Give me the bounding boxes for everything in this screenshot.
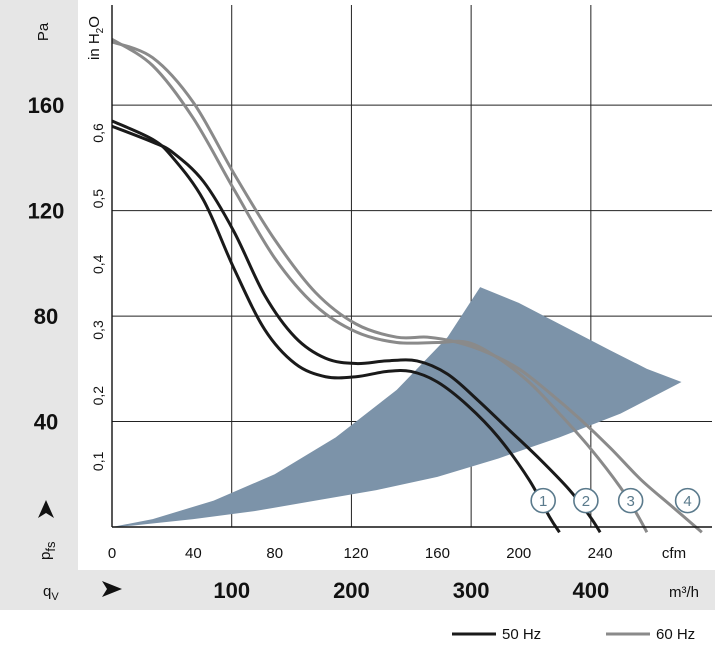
inh2o-tick-labels: 0,1 0,2 0,3 0,4 0,5 0,6 bbox=[90, 123, 106, 471]
operating-region-area bbox=[112, 287, 682, 527]
operating-region bbox=[112, 287, 682, 527]
legend-label-1: 50 Hz bbox=[502, 626, 541, 643]
legend: 50 Hz 60 Hz bbox=[452, 626, 695, 643]
inh2o-tick-label: 0,6 bbox=[90, 123, 106, 143]
cfm-tick-label: 80 bbox=[266, 545, 283, 562]
cfm-tick-label: 160 bbox=[425, 545, 450, 562]
curve-marker-3 bbox=[617, 487, 644, 514]
svg-text:qV: qV bbox=[43, 583, 59, 603]
m3h-tick-label: 300 bbox=[453, 578, 490, 603]
curve-marker-label-3: 3 bbox=[626, 493, 634, 510]
inh2o-tick-label: 0,5 bbox=[90, 189, 106, 209]
m3h-unit-label: m³/h bbox=[669, 584, 699, 601]
svg-text:pfs: pfs bbox=[37, 541, 58, 560]
curve-marker-4 bbox=[674, 487, 701, 514]
curve-marker-1 bbox=[530, 487, 556, 514]
inh2o-unit-label: in H2O bbox=[86, 16, 106, 60]
pa-unit-label: Pa bbox=[35, 22, 52, 41]
curve-3 bbox=[112, 37, 649, 533]
curve-marker-layer: 1 2 3 4 bbox=[530, 487, 701, 514]
inh2o-tick-label: 0,1 bbox=[90, 451, 106, 471]
curve-2 bbox=[112, 124, 602, 534]
m3h-tick-label: 400 bbox=[572, 578, 609, 603]
curve-marker-label-2: 2 bbox=[582, 493, 590, 510]
cfm-tick-label: 0 bbox=[108, 545, 116, 562]
inh2o-tick-label: 0,2 bbox=[90, 386, 106, 406]
cfm-unit-label: cfm bbox=[662, 545, 686, 562]
pa-tick-label: 120 bbox=[28, 199, 65, 224]
pa-tick-label: 160 bbox=[28, 93, 65, 118]
curve-marker-2 bbox=[573, 487, 599, 514]
curve-4 bbox=[112, 40, 703, 534]
cfm-tick-label: 240 bbox=[588, 545, 613, 562]
pa-tick-label: 40 bbox=[34, 410, 58, 435]
up-arrow-icon bbox=[38, 500, 54, 518]
inh2o-tick-label: 0,3 bbox=[90, 320, 106, 340]
inh2o-tick-label: 0,4 bbox=[90, 254, 106, 274]
cfm-tick-label: 40 bbox=[185, 545, 202, 562]
pfs-axis-label: pfs bbox=[37, 500, 58, 560]
right-arrow-icon bbox=[102, 581, 122, 597]
pa-tick-labels: 40 80 120 160 bbox=[28, 93, 65, 434]
pa-tick-label: 80 bbox=[34, 304, 58, 329]
cfm-tick-label: 120 bbox=[344, 545, 369, 562]
m3h-tick-label: 200 bbox=[333, 578, 370, 603]
m3h-tick-label: 100 bbox=[213, 578, 250, 603]
curve-marker-label-1: 1 bbox=[539, 493, 547, 510]
qv-axis-label: qV bbox=[43, 581, 122, 603]
curve-1 bbox=[112, 119, 561, 534]
curve-marker-label-4: 4 bbox=[683, 493, 691, 510]
cfm-tick-labels: 0 40 80 120 160 200 240 bbox=[108, 545, 613, 562]
cfm-tick-label: 200 bbox=[506, 545, 531, 562]
left-axis-panel bbox=[0, 0, 78, 570]
legend-label-2: 60 Hz bbox=[656, 626, 695, 643]
plot-grid bbox=[112, 5, 712, 527]
curve-layer bbox=[112, 37, 703, 534]
m3h-tick-labels: 100 200 300 400 bbox=[213, 578, 609, 603]
